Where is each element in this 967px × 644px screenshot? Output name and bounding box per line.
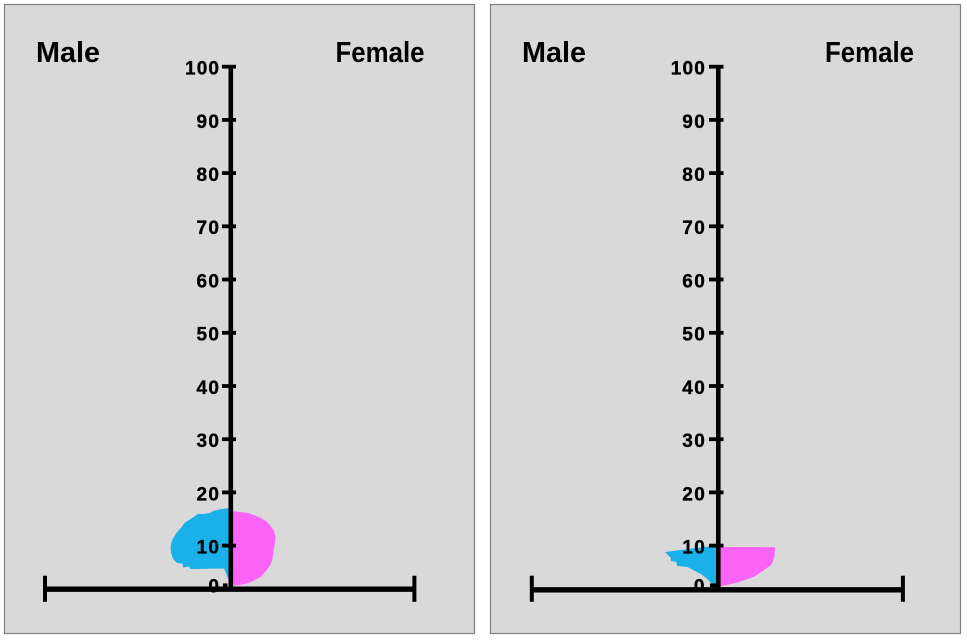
svg-text:70: 70 (197, 218, 220, 239)
svg-text:50: 50 (197, 325, 220, 346)
svg-text:0: 0 (208, 577, 219, 598)
svg-text:30: 30 (197, 431, 220, 452)
svg-text:80: 80 (197, 165, 220, 186)
svg-text:10: 10 (682, 538, 705, 559)
svg-text:40: 40 (682, 378, 705, 399)
svg-text:50: 50 (682, 325, 705, 346)
svg-text:Male: Male (522, 37, 586, 69)
svg-text:80: 80 (682, 165, 705, 186)
svg-text:Female: Female (825, 37, 914, 69)
svg-text:100: 100 (671, 59, 705, 80)
svg-text:Male: Male (36, 37, 100, 69)
svg-text:90: 90 (197, 112, 220, 133)
svg-text:60: 60 (682, 271, 705, 292)
svg-text:70: 70 (682, 218, 705, 239)
svg-text:100: 100 (185, 59, 219, 80)
svg-text:90: 90 (682, 112, 705, 133)
svg-text:60: 60 (197, 271, 220, 292)
svg-text:Female: Female (336, 37, 425, 69)
svg-text:20: 20 (682, 484, 705, 505)
svg-text:0: 0 (694, 577, 705, 598)
svg-text:20: 20 (197, 484, 220, 505)
svg-text:10: 10 (197, 538, 220, 559)
svg-text:30: 30 (682, 431, 705, 452)
svg-text:40: 40 (197, 378, 220, 399)
